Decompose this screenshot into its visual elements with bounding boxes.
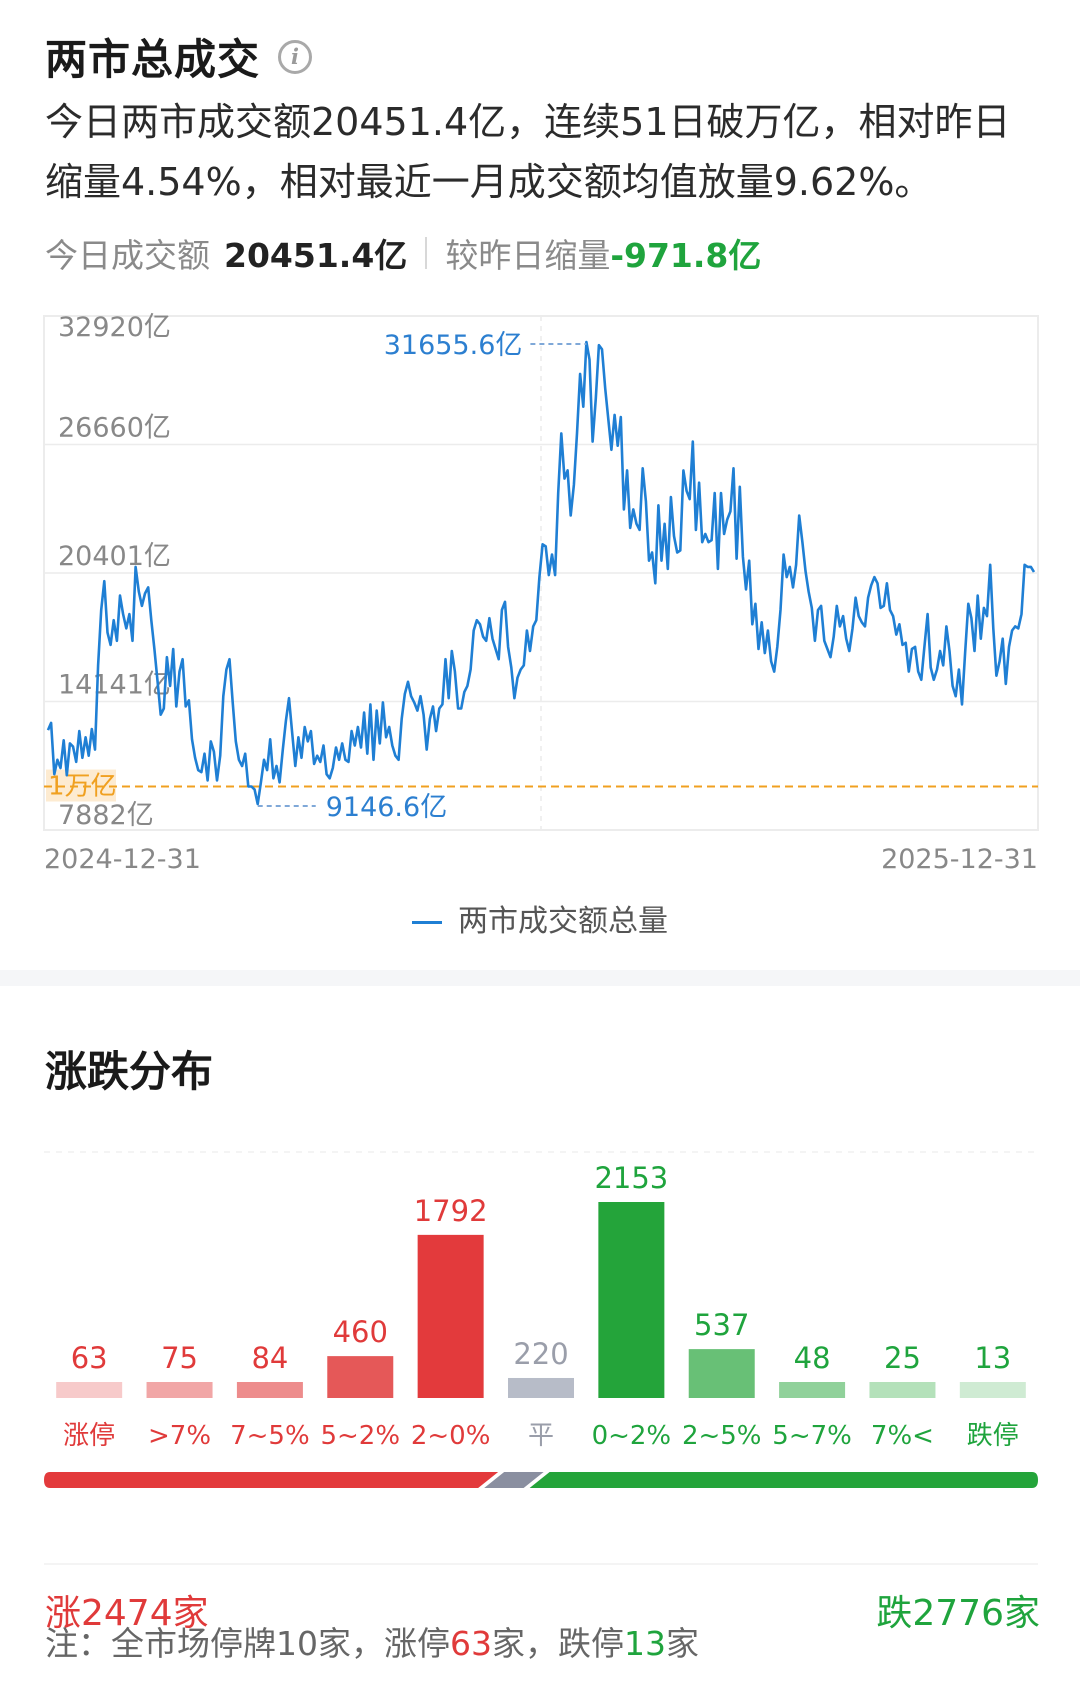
bar-5: [508, 1377, 574, 1398]
distribution-card: 涨跌分布 63 涨停 75 >7% 84 7~5% 460 5~2% 1792 2~0% 220 平 2…: [0, 986, 1080, 1687]
bar-6: [598, 1202, 665, 1398]
flat-ratio-bar: [484, 1472, 544, 1488]
category-label: 涨停: [63, 1421, 115, 1451]
category-label: 平: [528, 1421, 554, 1451]
category-label: 2~5%: [682, 1421, 762, 1451]
category-label: 5~2%: [320, 1421, 400, 1451]
up-ratio-bar: [44, 1472, 499, 1488]
series-line-total-volume: [46, 340, 1036, 806]
category-label: 7%<: [871, 1421, 934, 1451]
category-label: 5~7%: [772, 1421, 852, 1451]
category-label: 7~5%: [230, 1421, 310, 1451]
volume-legend[interactable]: 两市成交额总量: [0, 896, 1080, 940]
bar-value-label: 220: [513, 1337, 568, 1371]
note-middle: 家，跌停: [492, 1624, 624, 1663]
bar-value-label: 460: [333, 1315, 388, 1349]
volume-change-value: -971.8亿: [610, 236, 762, 275]
today-volume-value: 20451.4亿: [224, 236, 408, 275]
x-tick-label-start: 2024-12-31: [44, 844, 201, 870]
category-label: 2~0%: [411, 1421, 491, 1451]
category-label: >7%: [148, 1421, 211, 1451]
note-suffix: 家: [666, 1624, 699, 1663]
bar-4: [417, 1234, 484, 1398]
bar-value-label: 48: [794, 1341, 831, 1375]
volume-stats: 今日成交额 20451.4亿 较昨日缩量 -971.8亿: [45, 229, 761, 277]
stats-divider: [425, 237, 428, 269]
note-limit-up: 63: [450, 1624, 492, 1663]
down-total: 跌2776家: [876, 1593, 1040, 1634]
y-tick-label: 26660亿: [58, 413, 171, 444]
bar-value-label: 537: [694, 1308, 749, 1342]
bar-value-label: 75: [161, 1341, 198, 1375]
x-tick-label-end: 2025-12-31: [881, 844, 1038, 870]
y-tick-label: 20401亿: [58, 541, 171, 572]
note-prefix: 注：全市场停牌10家，涨停: [45, 1624, 450, 1663]
today-volume-label: 今日成交额: [45, 236, 210, 275]
bar-10: [959, 1382, 1026, 1398]
reference-line-label: 1万亿: [48, 772, 117, 802]
volume-card: 两市总成交 i 今日两市成交额20451.4亿，连续51日破万亿，相对昨日缩量4…: [0, 26, 1080, 940]
bar-8: [779, 1382, 846, 1398]
bar-value-label: 1792: [414, 1194, 488, 1228]
suspension-note: 注：全市场停牌10家，涨停63家，跌停13家: [45, 1617, 699, 1665]
volume-change-label: 较昨日缩量: [445, 236, 611, 275]
distribution-bar-chart[interactable]: 63 涨停 75 >7% 84 7~5% 460 5~2% 1792 2~0% 220 平 2153 0~…: [0, 986, 1080, 1566]
y-tick-label: 14141亿: [58, 670, 171, 701]
bar-1: [146, 1382, 213, 1398]
volume-title-row: 两市总成交 i: [45, 26, 313, 87]
bar-2: [236, 1382, 303, 1398]
info-icon[interactable]: i: [278, 39, 313, 74]
y-tick-label: 7882亿: [58, 800, 154, 831]
min-annotation: 9146.6亿: [326, 792, 447, 823]
bar-value-label: 84: [251, 1341, 288, 1375]
volume-summary: 今日两市成交额20451.4亿，连续51日破万亿，相对昨日缩量4.54%，相对最…: [45, 100, 1011, 204]
bar-value-label: 13: [974, 1341, 1011, 1375]
down-ratio-bar: [529, 1472, 1038, 1488]
legend-label: 两市成交额总量: [458, 904, 668, 939]
category-label: 0~2%: [592, 1421, 672, 1451]
bar-value-label: 2153: [594, 1161, 668, 1195]
bar-7: [688, 1349, 755, 1398]
up-total: 涨2474家: [45, 1593, 209, 1634]
note-limit-down: 13: [624, 1624, 666, 1663]
volume-title: 两市总成交: [45, 35, 261, 84]
legend-line-icon: [412, 921, 442, 924]
bar-0: [56, 1382, 123, 1398]
y-tick-label: 32920亿: [58, 312, 171, 343]
bar-9: [869, 1382, 936, 1398]
bar-value-label: 63: [71, 1341, 108, 1375]
category-label: 跌停: [967, 1421, 1019, 1451]
max-annotation: 31655.6亿: [384, 330, 523, 361]
bar-3: [327, 1356, 394, 1398]
bar-value-label: 25: [884, 1341, 921, 1375]
distribution-title: 涨跌分布: [45, 1047, 214, 1096]
